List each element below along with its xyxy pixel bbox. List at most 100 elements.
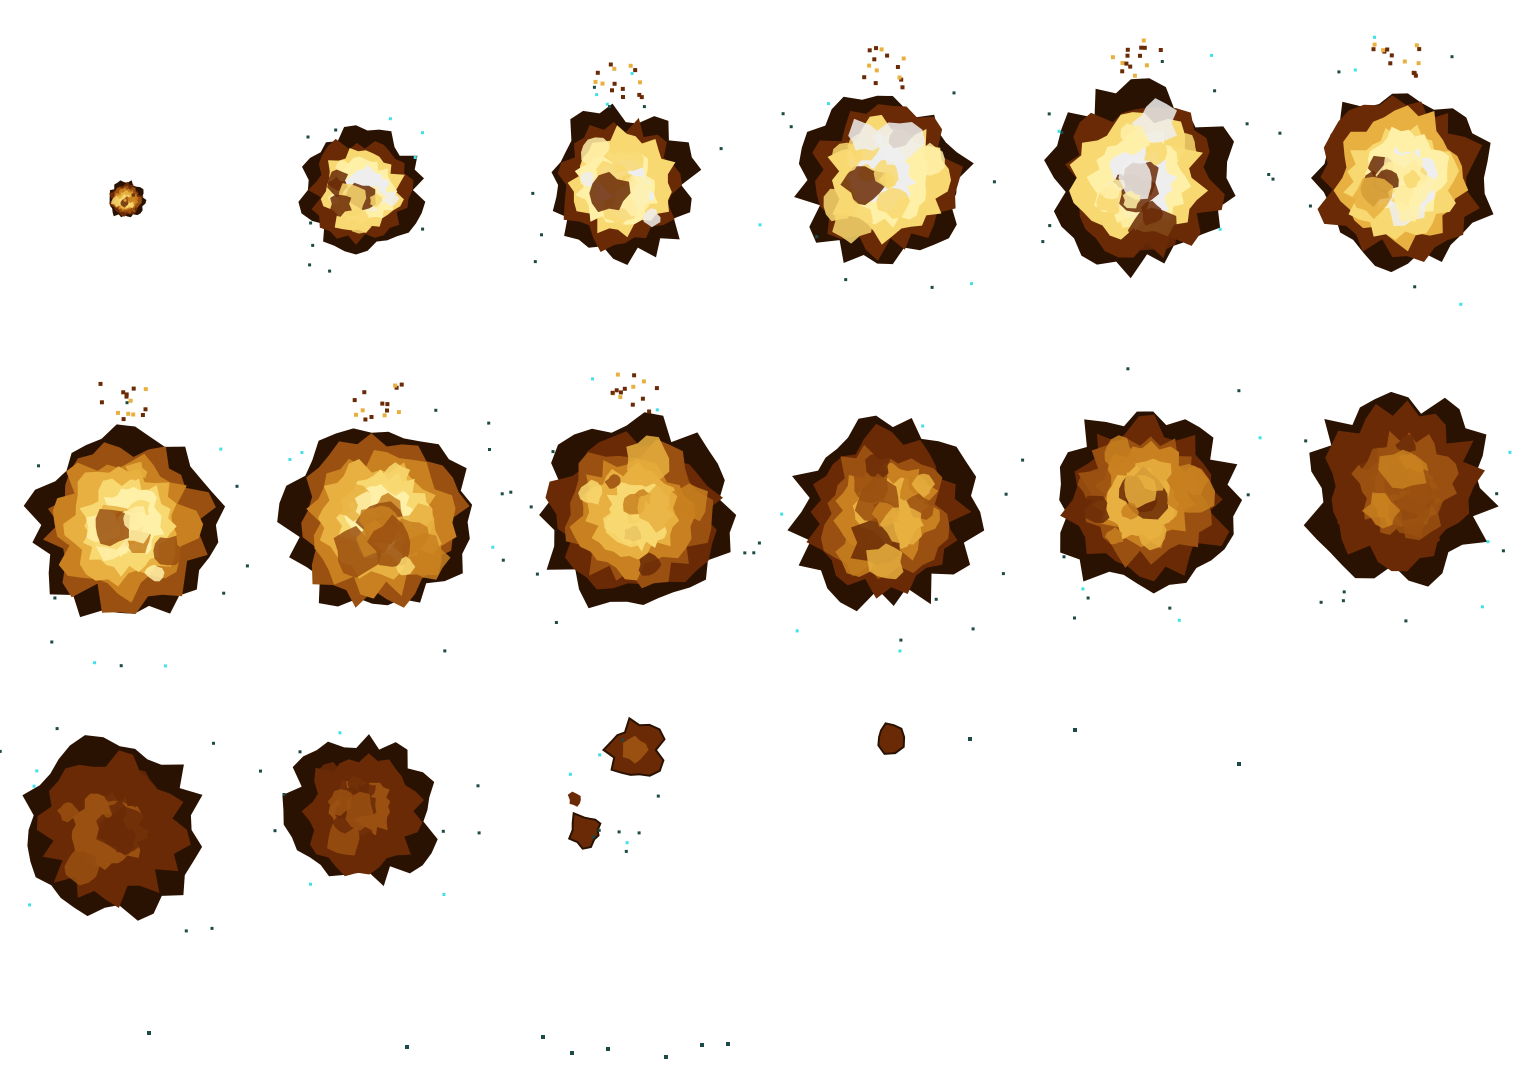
explosion-frame-15: [567, 716, 906, 853]
ember-speck: [568, 772, 572, 776]
debris-speck: [633, 68, 638, 73]
explosion-frame-12: [1303, 391, 1512, 623]
debris-speck: [1381, 48, 1386, 53]
ember-speck: [300, 451, 304, 454]
debris-speck: [862, 75, 867, 80]
explosion-frame-14: [259, 731, 481, 896]
ember-speck: [311, 243, 315, 247]
debris-speck: [385, 408, 389, 413]
debris-speck: [1412, 71, 1417, 76]
blast-patch: [1118, 154, 1152, 200]
explosion-frame-9: [501, 372, 784, 624]
debris-speck: [618, 395, 623, 400]
debris-speck: [897, 75, 902, 80]
debris-speck: [1120, 61, 1125, 65]
blast-patch: [123, 506, 149, 531]
debris-speck: [867, 63, 872, 68]
ember-speck: [1267, 173, 1271, 176]
debris-speck: [98, 381, 103, 386]
ember-speck: [163, 664, 167, 668]
ember-speck: [259, 769, 262, 773]
blast-patch: [1077, 466, 1112, 501]
ember-speck: [1480, 605, 1484, 609]
blast-patch: [873, 159, 899, 190]
ember-speck: [968, 737, 972, 741]
ember-speck: [306, 135, 310, 139]
debris-speck: [124, 394, 129, 399]
ember-speck: [540, 233, 543, 237]
ember-speck: [1271, 177, 1275, 181]
debris-speck: [874, 68, 879, 73]
debris-speck: [654, 386, 659, 391]
ember-speck: [1341, 599, 1345, 603]
debris-speck: [595, 70, 600, 75]
ember-speck: [1450, 55, 1454, 59]
ember-speck: [487, 421, 491, 425]
ember-speck: [53, 596, 57, 600]
ember-speck: [1413, 285, 1417, 289]
ember-speck: [621, 738, 625, 742]
ember-speck: [0, 749, 2, 753]
ember-speck: [1004, 492, 1008, 496]
ember-speck: [781, 112, 785, 116]
ember-speck: [700, 1043, 704, 1047]
blast-patch: [125, 461, 148, 481]
ember-speck: [592, 85, 596, 89]
blast-patch: [95, 509, 131, 547]
ember-speck: [719, 147, 723, 151]
blast-patch: [1378, 449, 1427, 489]
ember-speck: [554, 621, 558, 624]
debris-speck: [647, 409, 652, 414]
debris-speck: [600, 81, 605, 86]
ember-speck: [55, 727, 59, 731]
ember-speck: [570, 1051, 574, 1055]
ember-speck: [119, 664, 123, 668]
debris-speck: [1414, 43, 1419, 48]
smoke-fragment: [877, 722, 906, 755]
ember-speck: [93, 661, 97, 665]
ember-speck: [1041, 240, 1045, 244]
debris-speck: [874, 46, 878, 51]
debris-speck: [394, 385, 399, 390]
blast-patch: [153, 535, 186, 566]
explosion-frame-4: [758, 46, 996, 289]
blast-patch: [329, 194, 352, 217]
ember-speck: [815, 235, 819, 239]
blast-patch: [1083, 495, 1110, 524]
debris-speck: [1388, 61, 1393, 66]
blast-patch: [581, 137, 611, 167]
debris-speck: [641, 379, 646, 384]
ember-speck: [1245, 122, 1249, 126]
debris-speck: [1125, 53, 1130, 58]
debris-speck: [360, 408, 365, 413]
ember-speck: [1495, 492, 1499, 496]
ember-speck: [1304, 439, 1308, 443]
ember-speck: [1459, 302, 1463, 306]
ember-speck: [541, 1035, 545, 1039]
ember-speck: [1210, 53, 1213, 57]
debris-speck: [1110, 55, 1115, 60]
blast-patch: [144, 564, 165, 582]
ember-speck: [531, 191, 535, 195]
blast-patch: [1352, 176, 1394, 220]
debris-speck: [128, 398, 133, 403]
ember-speck: [1081, 587, 1085, 591]
debris-speck: [879, 47, 884, 52]
debris-speck: [631, 384, 636, 389]
debris-speck: [1144, 63, 1149, 68]
ember-speck: [491, 545, 495, 549]
explosion-frame-3: [531, 62, 723, 265]
debris-speck: [385, 402, 390, 407]
debris-speck: [885, 53, 890, 58]
debris-speck: [393, 383, 398, 388]
ember-speck: [273, 829, 277, 833]
ember-speck: [210, 926, 214, 930]
blast-patch: [111, 195, 121, 208]
ember-speck: [1337, 70, 1341, 74]
debris-speck: [639, 95, 644, 100]
ember-speck: [780, 512, 784, 516]
debris-speck: [628, 63, 633, 68]
ember-speck: [921, 424, 925, 428]
ember-speck: [1048, 224, 1052, 228]
ember-speck: [930, 285, 934, 289]
